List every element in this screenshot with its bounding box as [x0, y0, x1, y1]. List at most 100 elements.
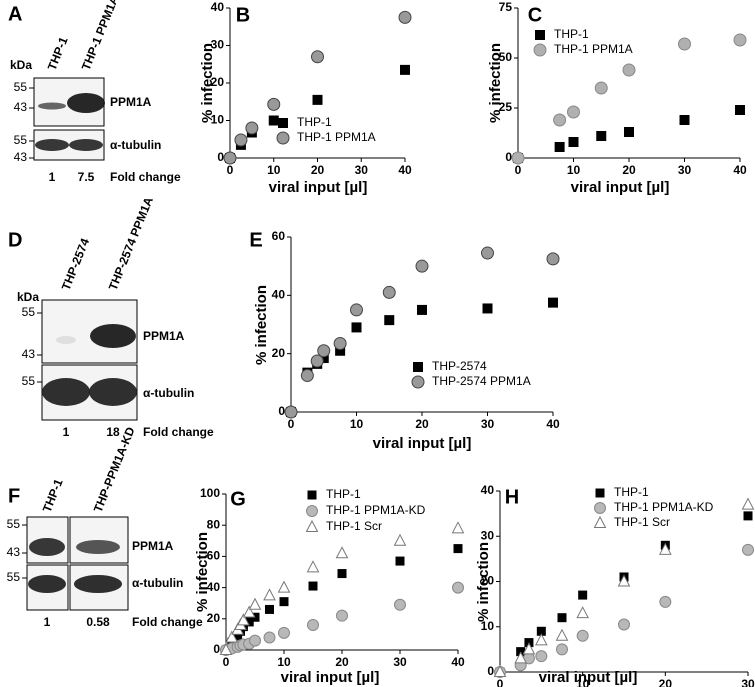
x-tick-label: 0: [227, 163, 234, 177]
panel-letter: G: [230, 488, 246, 510]
y-tick-label: 40: [272, 288, 286, 302]
fold-value: 1: [49, 170, 56, 184]
data-point: [335, 546, 349, 559]
data-point: [535, 633, 548, 646]
blot-band: [56, 336, 76, 344]
panel-letter: A: [8, 3, 22, 25]
fold-value: 1: [44, 615, 51, 629]
x-tick-label: 40: [546, 417, 560, 431]
data-point: [554, 142, 565, 152]
marker-label: 43: [14, 100, 28, 114]
y-tick-label: 75: [499, 0, 513, 14]
data-point: [267, 97, 281, 111]
blot-band: [89, 378, 137, 406]
legend-label: THP-1 Scr: [326, 519, 382, 533]
data-point: [395, 556, 405, 566]
x-axis-label: viral input [µl]: [281, 669, 380, 686]
y-tick-label: 60: [272, 229, 286, 243]
data-point: [312, 94, 323, 105]
data-point: [511, 151, 525, 165]
data-point: [535, 650, 548, 663]
lane-label: THP-2574 PPM1A: [106, 195, 156, 293]
data-point: [279, 597, 289, 607]
legend-marker: [276, 131, 290, 145]
fold-label: Fold change: [132, 615, 203, 629]
data-point: [568, 137, 579, 147]
data-point: [278, 626, 290, 639]
data-point: [244, 617, 254, 627]
x-tick-label: 30: [393, 655, 407, 669]
y-axis-label: % infection: [475, 542, 492, 622]
blot-band: [74, 575, 122, 593]
panel-letter: E: [249, 229, 262, 251]
x-tick-label: 30: [481, 417, 495, 431]
data-point: [219, 642, 233, 655]
data-point: [249, 634, 261, 647]
data-point: [659, 595, 672, 608]
blot-band: [90, 324, 136, 348]
fold-value: 1: [63, 425, 70, 439]
data-point: [536, 626, 546, 636]
data-point: [481, 246, 494, 260]
legend-marker: [595, 488, 605, 498]
y-tick-label: 50: [499, 50, 513, 64]
data-point: [557, 613, 567, 623]
data-point: [351, 322, 362, 333]
data-point: [522, 642, 536, 655]
lane-label: THP-1 PPM1A: [79, 0, 122, 72]
data-point: [398, 10, 412, 24]
data-point: [733, 33, 747, 47]
x-tick-label: 0: [223, 655, 230, 669]
data-point: [350, 303, 363, 317]
y-axis-label: % infection: [199, 43, 216, 123]
x-tick-label: 20: [311, 163, 325, 177]
blot-band: [38, 102, 66, 110]
data-point: [622, 63, 636, 77]
data-point: [384, 315, 395, 326]
data-point: [263, 588, 276, 601]
legend-marker: [307, 490, 317, 500]
x-axis-label: viral input [µl]: [269, 179, 368, 196]
data-point: [310, 354, 324, 368]
data-point: [735, 105, 745, 115]
x-tick-label: 0: [497, 677, 504, 687]
panel-letter: H: [505, 486, 519, 508]
data-point: [237, 613, 250, 626]
legend-label: THP-1 PPM1A-KD: [614, 500, 714, 514]
data-point: [556, 643, 568, 656]
data-point: [576, 606, 589, 619]
data-point: [311, 50, 324, 64]
fold-label: Fold change: [143, 425, 214, 439]
data-point: [277, 580, 291, 593]
x-tick-label: 20: [622, 163, 636, 177]
y-tick-label: 20: [272, 346, 286, 360]
data-point: [578, 590, 588, 600]
data-point: [268, 115, 279, 126]
protein-label: PPM1A: [110, 95, 152, 109]
x-tick-label: 0: [515, 163, 522, 177]
x-tick-label: 40: [398, 163, 412, 177]
lane-label: THP-1: [40, 477, 66, 515]
y-tick-label: 60: [207, 549, 221, 563]
protein-label: PPM1A: [143, 329, 185, 343]
legend-label: THP-2574: [432, 359, 487, 373]
x-tick-label: 20: [415, 417, 429, 431]
y-tick-label: 20: [211, 75, 225, 89]
protein-label: PPM1A: [132, 539, 174, 553]
fold-value: 0.58: [86, 615, 110, 629]
y-tick-label: 40: [481, 483, 495, 497]
data-point: [335, 345, 346, 356]
legend-marker: [593, 515, 607, 528]
data-point: [451, 521, 465, 534]
y-tick-label: 25: [499, 100, 513, 114]
x-tick-label: 30: [741, 677, 755, 687]
legend-label: THP-1 PPM1A: [554, 42, 633, 56]
data-point: [223, 151, 237, 165]
data-point: [417, 304, 427, 315]
panel-letter: C: [528, 4, 542, 26]
blot-band: [76, 540, 120, 554]
y-tick-label: 20: [481, 574, 495, 588]
legend-marker: [533, 43, 547, 57]
x-axis-label: viral input [µl]: [373, 435, 472, 452]
